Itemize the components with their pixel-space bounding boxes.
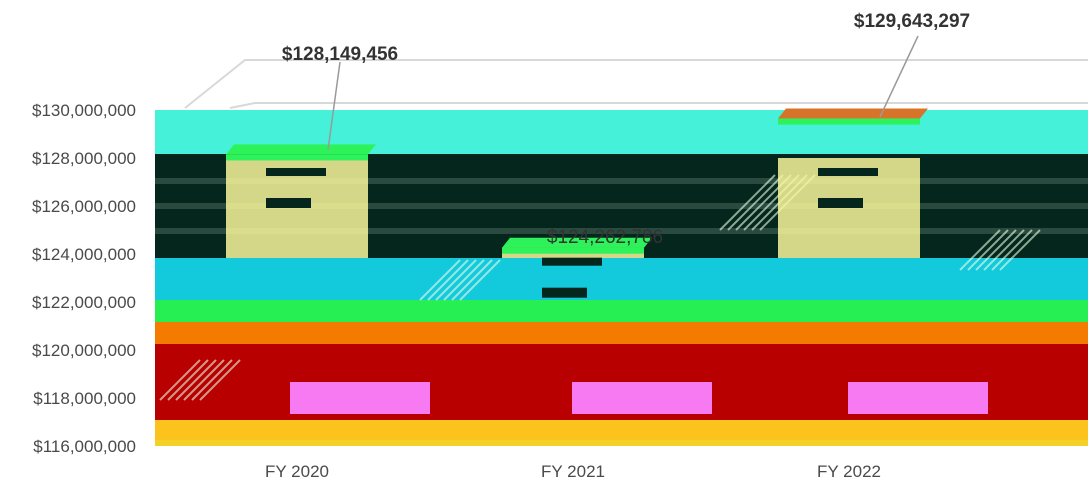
glitch-hatch — [443, 259, 485, 301]
bar-glitch-patch — [266, 198, 311, 208]
glitch-hatch — [427, 259, 469, 301]
band-orange — [155, 322, 1088, 344]
glitch-hatch — [175, 359, 217, 401]
y-axis-tick-labels: $130,000,000 $128,000,000 $126,000,000 $124… — [32, 101, 136, 456]
bar-top-cap — [778, 108, 928, 119]
data-label: $129,643,297 — [854, 11, 970, 32]
y-tick-label: $120,000,000 — [32, 341, 136, 360]
bar-top-edge — [226, 154, 368, 161]
bar-glitch-patch — [542, 287, 587, 298]
glitch-hatch — [975, 229, 1017, 271]
glitch-hatch — [459, 259, 501, 301]
bar-glitch-patch — [266, 168, 326, 176]
bar-glitch-patch — [542, 257, 602, 266]
glitch-hatch — [967, 229, 1009, 271]
x-tick-label: FY 2021 — [541, 462, 605, 481]
glitch-hatch — [419, 259, 461, 301]
y-tick-label: $124,000,000 — [32, 245, 136, 264]
glitch-hatch — [183, 359, 225, 401]
data-label-leader — [879, 35, 919, 118]
glitch-hatch — [451, 259, 493, 301]
glitch-hatch — [983, 229, 1025, 271]
y-tick-label: $122,000,000 — [32, 293, 136, 312]
axis-base-strip — [155, 440, 1088, 446]
frame-line-top — [184, 59, 1088, 109]
band-green — [155, 300, 1088, 322]
data-labels-group: $128,149,456 $124,262,786 $129,643,297 — [282, 11, 970, 248]
y-tick-label: $128,000,000 — [32, 149, 136, 168]
glitch-hatch — [159, 359, 201, 401]
glitch-hatch — [727, 174, 784, 231]
glitch-hatch — [167, 359, 209, 401]
bar-top-edge — [778, 118, 920, 125]
glitch-hatch — [191, 359, 233, 401]
bar-glitch-patch — [818, 168, 878, 176]
bar-top-cap — [226, 144, 376, 155]
glitch-hatch — [999, 229, 1041, 271]
data-label: $124,262,786 — [547, 227, 663, 248]
glitch-hatch — [719, 174, 776, 231]
glitch-hatch — [991, 229, 1033, 271]
y-tick-label: $118,000,000 — [33, 389, 136, 408]
dark-band-stripe — [155, 178, 1088, 184]
frame-line-inner — [229, 102, 1088, 109]
dark-band-stripe — [155, 203, 1088, 209]
bar-top-cap — [502, 237, 652, 248]
bar-glitch-patch — [818, 198, 863, 208]
x-tick-label: FY 2022 — [817, 462, 881, 481]
y-tick-label: $126,000,000 — [32, 197, 136, 216]
x-axis-tick-labels: FY 2020 FY 2021 FY 2022 — [265, 462, 881, 481]
data-label: $128,149,456 — [282, 44, 398, 65]
magenta-base-strip — [848, 382, 988, 414]
band-cyan — [155, 258, 1088, 300]
x-tick-label: FY 2020 — [265, 462, 329, 481]
y-tick-label: $116,000,000 — [33, 437, 136, 456]
bar-top-edge — [502, 247, 644, 254]
magenta-base-strip — [572, 382, 712, 414]
glitch-hatch — [199, 359, 241, 401]
dark-band-stripe — [155, 228, 1088, 234]
magenta-base-strip — [290, 382, 430, 414]
glitch-hatch — [959, 229, 1001, 271]
bars-group — [226, 108, 928, 298]
y-tick-label: $130,000,000 — [32, 101, 136, 120]
data-label-leader — [327, 61, 341, 151]
glitch-hatch — [435, 259, 477, 301]
